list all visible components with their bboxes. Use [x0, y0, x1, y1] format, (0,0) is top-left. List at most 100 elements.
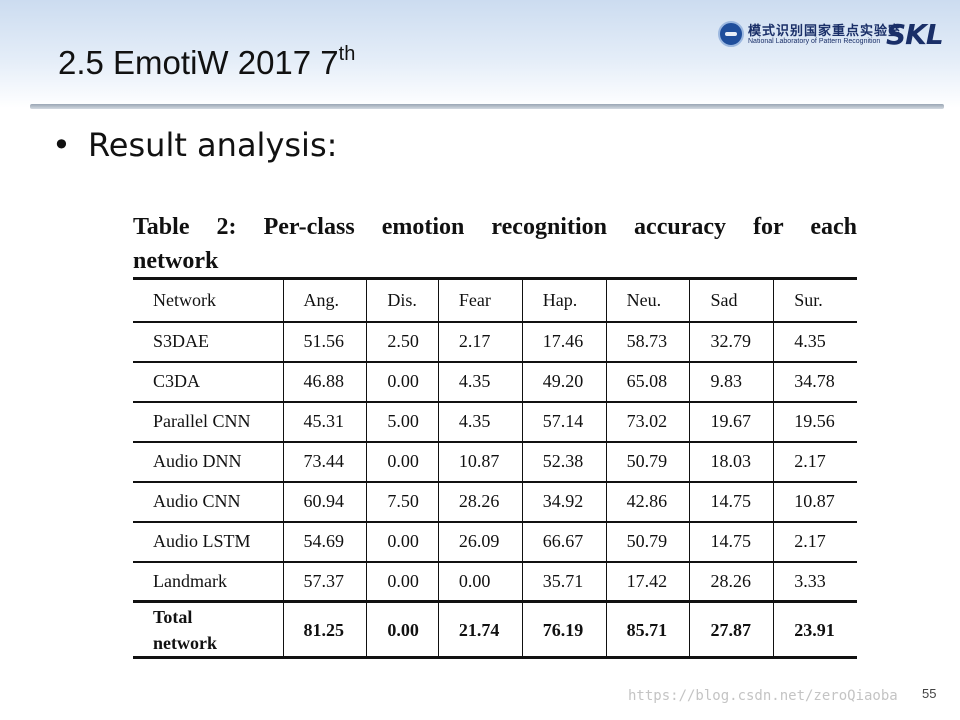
- table-cell: 52.38: [521, 441, 607, 483]
- total-row-label: Total network: [133, 600, 284, 659]
- table-row: Parallel CNN 45.31 5.00 4.35 57.14 73.02…: [133, 401, 857, 443]
- nlpr-emblem-icon: [718, 21, 744, 47]
- table-cell: 28.26: [689, 561, 775, 603]
- total-cell: 81.25: [282, 600, 368, 659]
- slide-title-superscript: th: [338, 43, 356, 65]
- total-cell: 21.74: [437, 600, 523, 659]
- bullet-text: Result analysis:: [88, 126, 338, 164]
- table-row: Landmark 57.37 0.00 0.00 35.71 17.42 28.…: [133, 561, 857, 603]
- table-cell: 73.02: [605, 401, 691, 443]
- table-cell: 4.35: [437, 361, 523, 403]
- table-cell: 34.92: [521, 481, 607, 523]
- lab-logo: 模式识别国家重点实验室 National Laboratory of Patte…: [718, 18, 946, 51]
- table-cell: 19.56: [773, 401, 857, 443]
- total-cell: 76.19: [521, 600, 607, 659]
- page-number: 55: [922, 686, 937, 701]
- table-cell: 60.94: [282, 481, 368, 523]
- table-caption-line1: Table 2: Per-class emotion recognition a…: [133, 214, 857, 240]
- results-table: Network Ang. Dis. Fear Hap. Neu. Sad Sur…: [133, 277, 857, 659]
- table-cell: 4.35: [437, 401, 523, 443]
- table-cell: 17.46: [521, 321, 607, 363]
- table-total-row: Total network 81.25 0.00 21.74 76.19 85.7…: [133, 600, 857, 659]
- table-cell: 2.17: [773, 521, 857, 563]
- row-network-name: C3DA: [133, 361, 284, 403]
- row-network-name: Audio DNN: [133, 441, 284, 483]
- table-cell: 50.79: [605, 441, 691, 483]
- table-header-row: Network Ang. Dis. Fear Hap. Neu. Sad Sur…: [133, 277, 857, 323]
- row-network-name: Landmark: [133, 561, 284, 603]
- table-caption-line2: network: [133, 248, 219, 274]
- table-cell: 57.37: [282, 561, 368, 603]
- header-happy: Hap.: [521, 277, 607, 323]
- table-cell: 35.71: [521, 561, 607, 603]
- table-cell: 17.42: [605, 561, 691, 603]
- table-row: Audio LSTM 54.69 0.00 26.09 66.67 50.79 …: [133, 521, 857, 563]
- table-cell: 4.35: [773, 321, 857, 363]
- table-cell: 0.00: [366, 361, 439, 403]
- total-cell: 85.71: [605, 600, 691, 659]
- table-cell: 10.87: [773, 481, 857, 523]
- total-cell: 23.91: [773, 600, 857, 659]
- table-row: Audio CNN 60.94 7.50 28.26 34.92 42.86 1…: [133, 481, 857, 523]
- table-cell: 10.87: [437, 441, 523, 483]
- lab-name-chinese: 模式识别国家重点实验室: [748, 24, 903, 39]
- table-cell: 2.17: [773, 441, 857, 483]
- table-cell: 9.83: [689, 361, 775, 403]
- table-cell: 32.79: [689, 321, 775, 363]
- table-cell: 0.00: [366, 441, 439, 483]
- table-cell: 50.79: [605, 521, 691, 563]
- lab-abbreviation: SKL: [886, 18, 944, 51]
- header-network: Network: [133, 277, 284, 323]
- header-surprise: Sur.: [773, 277, 857, 323]
- table-cell: 34.78: [773, 361, 857, 403]
- table-cell: 14.75: [689, 521, 775, 563]
- row-network-name: Audio LSTM: [133, 521, 284, 563]
- table-row: S3DAE 51.56 2.50 2.17 17.46 58.73 32.79 …: [133, 321, 857, 363]
- header-divider: [30, 104, 944, 109]
- header-disgust: Dis.: [366, 277, 439, 323]
- table-cell: 65.08: [605, 361, 691, 403]
- row-network-name: Parallel CNN: [133, 401, 284, 443]
- table-cell: 66.67: [521, 521, 607, 563]
- table-cell: 19.67: [689, 401, 775, 443]
- table-cell: 14.75: [689, 481, 775, 523]
- total-cell: 0.00: [366, 600, 439, 659]
- table-cell: 0.00: [437, 561, 523, 603]
- total-cell: 27.87: [689, 600, 775, 659]
- header-fear: Fear: [437, 277, 523, 323]
- header-angry: Ang.: [282, 277, 368, 323]
- table-cell: 54.69: [282, 521, 368, 563]
- row-network-name: Audio CNN: [133, 481, 284, 523]
- table-cell: 58.73: [605, 321, 691, 363]
- table-cell: 57.14: [521, 401, 607, 443]
- watermark-url: https://blog.csdn.net/zeroQiaoba: [628, 688, 898, 704]
- table-cell: 51.56: [282, 321, 368, 363]
- total-label-line1: Total: [153, 606, 193, 627]
- table-cell: 3.33: [773, 561, 857, 603]
- table-cell: 46.88: [282, 361, 368, 403]
- slide-title: 2.5 EmotiW 2017 7th: [58, 43, 356, 82]
- slide-header-background: [0, 0, 960, 108]
- table-cell: 73.44: [282, 441, 368, 483]
- header-neutral: Neu.: [605, 277, 691, 323]
- table-cell: 26.09: [437, 521, 523, 563]
- slide-title-text: 2.5 EmotiW 2017 7: [58, 44, 339, 81]
- table-cell: 7.50: [366, 481, 439, 523]
- table-cell: 42.86: [605, 481, 691, 523]
- table-cell: 5.00: [366, 401, 439, 443]
- lab-name-english: National Laboratory of Pattern Recogniti…: [748, 38, 881, 45]
- row-network-name: S3DAE: [133, 321, 284, 363]
- bullet-dot-icon: •: [52, 126, 71, 164]
- table-cell: 28.26: [437, 481, 523, 523]
- table-row: Audio DNN 73.44 0.00 10.87 52.38 50.79 1…: [133, 441, 857, 483]
- table-row: C3DA 46.88 0.00 4.35 49.20 65.08 9.83 34…: [133, 361, 857, 403]
- header-sad: Sad: [689, 277, 775, 323]
- total-label-line2: network: [153, 632, 217, 653]
- table-cell: 45.31: [282, 401, 368, 443]
- table-cell: 0.00: [366, 521, 439, 563]
- bullet-item: • Result analysis:: [52, 126, 337, 164]
- table-cell: 18.03: [689, 441, 775, 483]
- table-cell: 2.50: [366, 321, 439, 363]
- table-cell: 49.20: [521, 361, 607, 403]
- table-cell: 2.17: [437, 321, 523, 363]
